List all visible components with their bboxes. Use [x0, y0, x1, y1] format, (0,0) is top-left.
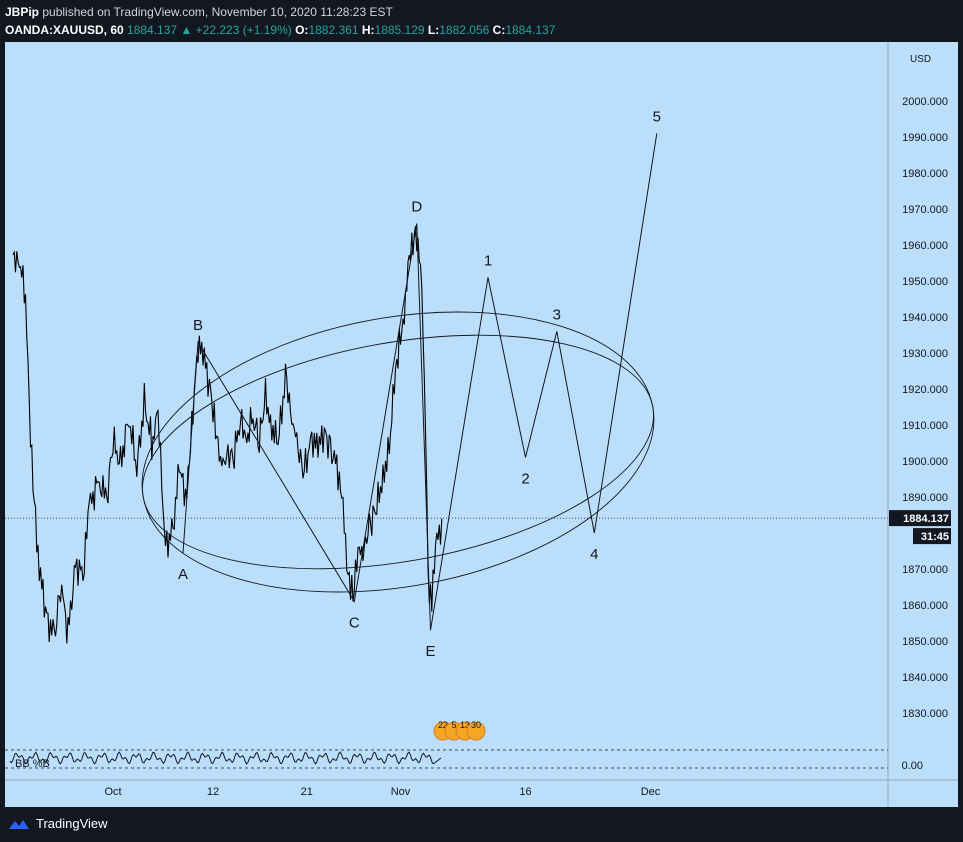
y-tick-label: 1860.000 — [902, 600, 948, 612]
up-triangle-icon: ▲ — [180, 23, 193, 37]
y-tick-label: 1970.000 — [902, 204, 948, 216]
y-tick-label: 1830.000 — [902, 708, 948, 720]
calendar-event-label: 13 — [460, 720, 470, 730]
tradingview-logo[interactable]: TradingView — [8, 816, 108, 831]
calendar-event-label: 30 — [471, 720, 481, 730]
wave-label: C — [349, 614, 360, 631]
inner-ellipse — [142, 334, 654, 570]
y-tick-label: 1950.000 — [902, 276, 948, 288]
current-price-label: 1884.137 — [903, 513, 949, 525]
wave-label: 3 — [553, 306, 561, 323]
publish-info: JBPip published on TradingView.com, Nove… — [5, 5, 393, 19]
wave-label: 5 — [653, 108, 661, 125]
y-tick-label: 1940.000 — [902, 312, 948, 324]
x-tick-label: Oct — [104, 786, 121, 798]
published-text: published on TradingView.com, November 1… — [42, 5, 393, 19]
y-tick-label: 1960.000 — [902, 240, 948, 252]
price-candles — [12, 226, 443, 644]
x-tick-label: 16 — [519, 786, 531, 798]
countdown-tag — [913, 528, 951, 545]
oscillator-line — [9, 751, 442, 765]
last-price: 1884.137 — [127, 23, 178, 37]
y-tick-label: 1900.000 — [902, 456, 948, 468]
current-price-tag — [889, 510, 951, 527]
oscillator-level-label: 0.00 — [902, 760, 923, 772]
calendar-event-label: 5 — [451, 720, 456, 730]
chart-header: JBPip published on TradingView.com, Nove… — [0, 0, 963, 42]
calendar-event-label: 22 — [438, 720, 448, 730]
wave-label: 2 — [521, 470, 529, 487]
currency-label: USD — [910, 54, 931, 65]
y-tick-label: 1890.000 — [902, 492, 948, 504]
chart-area[interactable]: 2000.000 1990.000 1980.000 1970.000 1960.000… — [5, 42, 958, 807]
x-tick-label: Nov — [391, 786, 411, 798]
publisher-name[interactable]: JBPip — [5, 5, 40, 19]
high-value: 1885.129 — [374, 23, 425, 37]
low-label: L: — [427, 23, 440, 37]
high-label: H: — [361, 23, 375, 37]
wave-label: A — [178, 566, 188, 583]
brand-label: TradingView — [36, 816, 108, 831]
y-tick-label: 1980.000 — [902, 168, 948, 180]
y-tick-label: 1850.000 — [902, 636, 948, 648]
wave-label: 4 — [590, 546, 598, 563]
close-value: 1884.137 — [505, 23, 556, 37]
wave-label: D — [411, 198, 422, 215]
symbol-label[interactable]: OANDA:XAUUSD, 60 — [5, 23, 124, 37]
wave-label: 1 — [484, 252, 492, 269]
y-tick-label: 1920.000 — [902, 384, 948, 396]
price-change: +22.223 (+1.19%) — [195, 23, 292, 37]
wave-label: E — [425, 643, 435, 660]
footer-bar: TradingView — [0, 807, 963, 842]
open-label: O: — [295, 23, 309, 37]
outer-ellipse — [141, 311, 655, 593]
tradingview-icon — [9, 819, 29, 829]
open-value: 1882.361 — [308, 23, 359, 37]
y-tick-label: 1930.000 — [902, 348, 948, 360]
y-tick-label: 1840.000 — [902, 672, 948, 684]
y-tick-label: 1870.000 — [902, 564, 948, 576]
x-tick-label: 21 — [301, 786, 313, 798]
y-tick-label: 1910.000 — [902, 420, 948, 432]
ohlc-legend: OANDA:XAUUSD, 60 1884.137 ▲ +22.223 (+1.… — [5, 23, 555, 37]
close-label: C: — [492, 23, 506, 37]
countdown-label: 31:45 — [921, 531, 949, 543]
chart-canvas[interactable]: 2000.000 1990.000 1980.000 1970.000 1960.000… — [5, 42, 958, 807]
wave-label: B — [193, 317, 203, 334]
y-tick-label: 1990.000 — [902, 132, 948, 144]
wave-path — [182, 133, 658, 631]
x-tick-label: Dec — [641, 786, 661, 798]
low-value: 1882.056 — [439, 23, 490, 37]
x-tick-label: 12 — [207, 786, 219, 798]
oscillator-label: BB %B — [15, 758, 50, 770]
calendar-event-icon[interactable] — [466, 721, 486, 741]
y-tick-label: 2000.000 — [902, 96, 948, 108]
